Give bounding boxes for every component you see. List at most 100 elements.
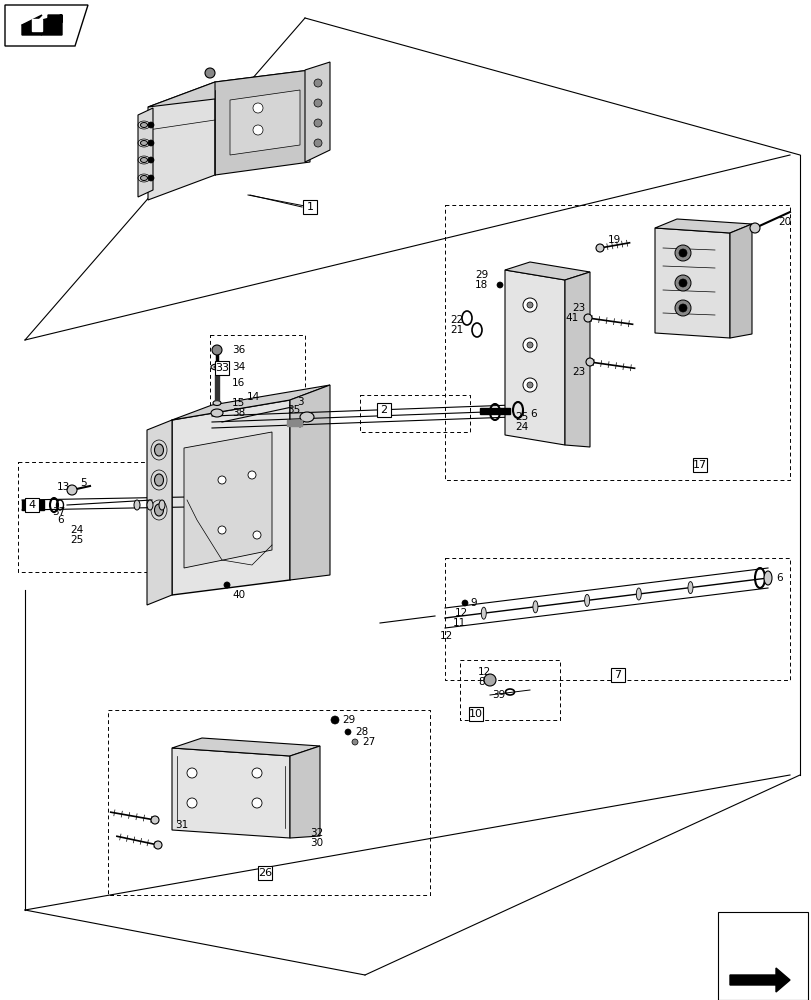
Circle shape	[678, 249, 686, 257]
Circle shape	[151, 816, 159, 824]
Circle shape	[674, 275, 690, 291]
Text: 9: 9	[470, 598, 476, 608]
Text: 17: 17	[692, 460, 706, 470]
Circle shape	[314, 119, 322, 127]
Text: 25: 25	[70, 535, 84, 545]
Bar	[258, 866, 272, 880]
Polygon shape	[22, 25, 42, 35]
Polygon shape	[172, 738, 320, 756]
Circle shape	[522, 378, 536, 392]
Circle shape	[148, 175, 154, 181]
Polygon shape	[32, 19, 42, 31]
Ellipse shape	[147, 500, 152, 510]
Ellipse shape	[140, 158, 148, 163]
Text: 6: 6	[57, 515, 63, 525]
Ellipse shape	[636, 588, 641, 600]
Circle shape	[253, 531, 260, 539]
Text: 30: 30	[310, 838, 323, 848]
Polygon shape	[215, 70, 310, 175]
Polygon shape	[654, 219, 751, 233]
Circle shape	[586, 358, 594, 366]
Circle shape	[674, 300, 690, 316]
Text: 36: 36	[232, 345, 245, 355]
Text: 39: 39	[491, 690, 504, 700]
Text: 14: 14	[247, 392, 260, 402]
Bar	[692, 458, 706, 472]
Text: 26: 26	[258, 868, 272, 878]
Text: 24: 24	[70, 525, 84, 535]
Polygon shape	[148, 70, 310, 107]
Bar	[25, 498, 39, 512]
Text: 8: 8	[478, 677, 484, 687]
Bar	[303, 200, 316, 214]
Text: 2: 2	[380, 405, 387, 415]
Circle shape	[526, 302, 532, 308]
Circle shape	[331, 716, 338, 724]
Circle shape	[148, 157, 154, 163]
Polygon shape	[729, 968, 789, 992]
Text: 37: 37	[52, 507, 65, 517]
Text: 20: 20	[777, 217, 790, 227]
Ellipse shape	[212, 400, 221, 406]
Circle shape	[148, 122, 154, 128]
Text: 38: 38	[232, 408, 245, 418]
Text: 27: 27	[362, 737, 375, 747]
Circle shape	[461, 600, 467, 606]
Bar	[610, 668, 624, 682]
Text: 5: 5	[80, 478, 87, 488]
Ellipse shape	[211, 364, 223, 370]
Ellipse shape	[140, 176, 148, 181]
Circle shape	[224, 582, 230, 588]
Polygon shape	[230, 90, 299, 155]
Text: 35: 35	[286, 405, 300, 415]
Text: 19: 19	[607, 235, 620, 245]
Circle shape	[217, 476, 225, 484]
Circle shape	[749, 223, 759, 233]
Text: 31: 31	[175, 820, 188, 830]
Bar	[215, 361, 229, 375]
Ellipse shape	[214, 365, 220, 368]
Circle shape	[522, 338, 536, 352]
Polygon shape	[22, 15, 42, 25]
Text: 4: 4	[28, 500, 36, 510]
Ellipse shape	[584, 594, 589, 606]
Text: 29: 29	[341, 715, 355, 725]
Circle shape	[351, 739, 358, 745]
Polygon shape	[138, 108, 152, 197]
Ellipse shape	[154, 444, 163, 456]
Text: 34: 34	[232, 362, 245, 372]
Polygon shape	[22, 500, 44, 510]
Circle shape	[67, 485, 77, 495]
Text: 40: 40	[232, 590, 245, 600]
Text: 12: 12	[478, 667, 491, 677]
Polygon shape	[290, 746, 320, 838]
Polygon shape	[172, 385, 329, 420]
Text: 3: 3	[297, 397, 303, 407]
Ellipse shape	[134, 500, 139, 510]
Text: 1: 1	[306, 202, 313, 212]
Ellipse shape	[299, 412, 314, 422]
Circle shape	[345, 729, 350, 735]
Text: 33: 33	[215, 363, 229, 373]
Circle shape	[678, 279, 686, 287]
Circle shape	[526, 382, 532, 388]
Circle shape	[483, 674, 496, 686]
Ellipse shape	[154, 474, 163, 486]
Circle shape	[595, 244, 603, 252]
Ellipse shape	[687, 582, 692, 594]
Ellipse shape	[481, 607, 486, 619]
Bar	[469, 707, 483, 721]
Polygon shape	[564, 272, 590, 447]
Ellipse shape	[763, 571, 771, 585]
Text: 25: 25	[514, 412, 528, 422]
Circle shape	[314, 139, 322, 147]
Circle shape	[253, 103, 263, 113]
Polygon shape	[147, 420, 172, 605]
Text: 16: 16	[232, 378, 245, 388]
Text: 32: 32	[310, 828, 323, 838]
Ellipse shape	[159, 500, 165, 510]
Polygon shape	[305, 62, 329, 162]
Text: 28: 28	[354, 727, 368, 737]
Circle shape	[204, 68, 215, 78]
Circle shape	[217, 526, 225, 534]
